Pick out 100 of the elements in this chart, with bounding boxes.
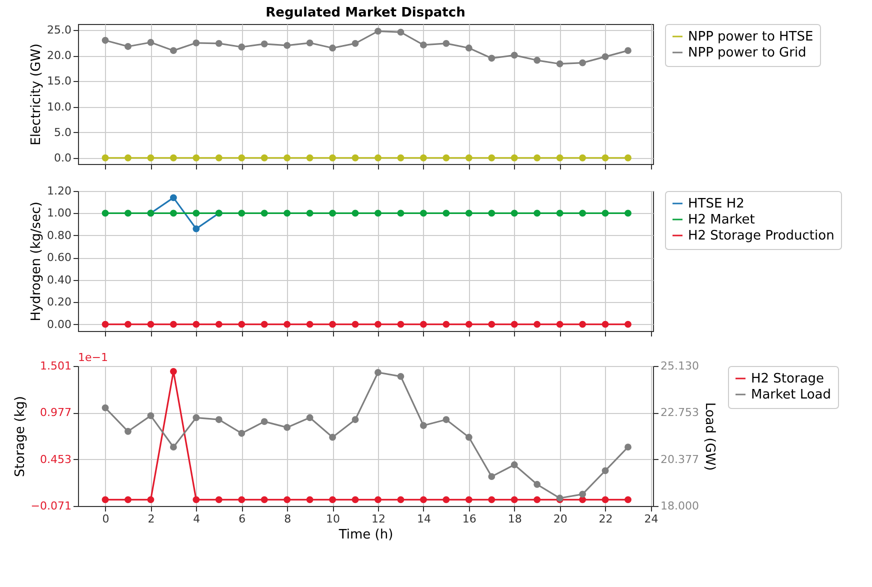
point [238,320,246,328]
point [102,404,109,412]
point [102,320,109,328]
x-tick-label: 18 [508,512,522,526]
legend-label: H2 Storage [751,372,824,386]
point [306,414,314,422]
y-tick-label: 0.20 [47,296,72,309]
y-tick-label: 1.501 [40,360,72,372]
point [215,40,222,47]
point [602,467,609,474]
point [420,422,427,429]
point [192,320,200,328]
point [534,56,541,64]
point [352,154,359,162]
point [534,154,541,162]
chart-title: Regulated Market Dispatch [266,6,466,20]
point [556,210,564,217]
point [192,210,200,217]
point [624,320,632,328]
point [579,210,586,217]
point [510,210,518,217]
point [442,154,450,162]
y-tick-label: 0.40 [47,273,72,286]
x-tick-label: 20 [553,512,568,526]
point [215,320,222,328]
point [352,210,359,217]
point [420,41,427,48]
point [352,320,359,328]
x-tick-label: 14 [416,512,431,526]
point [602,210,609,217]
point [170,194,177,202]
y-tick-label: 15.0 [47,74,72,88]
x-tick-label: 16 [462,512,476,526]
x-tick-label: 2 [148,512,155,526]
point [170,210,177,217]
point [352,416,359,424]
point [170,320,177,328]
point [374,28,382,35]
point [465,320,472,328]
point [442,320,450,328]
point [147,320,154,328]
point [192,225,200,232]
point [579,320,586,328]
y-tick-label: −0.071 [30,500,72,512]
point [102,210,109,217]
y2-tick-label: 22.753 [660,406,699,420]
point [260,154,268,162]
point [442,416,450,424]
x-tick-label: 6 [238,512,246,526]
point [238,44,246,50]
point [170,47,177,54]
point [329,320,336,328]
point [352,40,359,47]
point [260,320,268,328]
point [238,430,246,437]
y-tick-label: 0.00 [47,318,72,331]
y-tick-label: 20.0 [47,49,72,62]
point [124,320,132,328]
point [465,210,472,217]
point [579,490,586,498]
point [192,414,200,422]
point [284,210,291,217]
point [556,320,564,328]
point [215,416,222,424]
x-tick-label: 24 [644,512,658,526]
x-tick-label: 10 [326,512,340,526]
point [465,44,472,52]
point [488,154,496,162]
point [147,38,154,46]
point [329,210,336,217]
point [124,428,132,435]
y2-axis-title: Load (GW) [702,402,717,471]
point [374,369,382,376]
point [215,154,222,162]
point [624,47,632,54]
point [534,320,541,328]
point [397,154,404,162]
point [170,444,177,451]
point [124,154,132,162]
point [238,154,246,162]
point [488,210,496,217]
point [488,320,496,328]
point [306,320,314,328]
point [510,461,518,468]
y-tick-label: 5.0 [54,126,72,139]
point [238,210,246,217]
point [602,53,609,60]
x-tick-label: 8 [284,512,292,526]
legend-label: H2 Storage Production [688,228,834,244]
point [329,434,336,441]
point [579,154,586,162]
point [420,154,427,162]
point [170,154,177,162]
point [102,154,109,162]
y2-tick-label: 18.000 [660,500,699,512]
point [397,28,404,36]
y-tick-label: 0.60 [47,251,72,264]
point [488,54,496,62]
y-axis-title: Storage (kg) [12,396,28,477]
point [306,154,314,162]
